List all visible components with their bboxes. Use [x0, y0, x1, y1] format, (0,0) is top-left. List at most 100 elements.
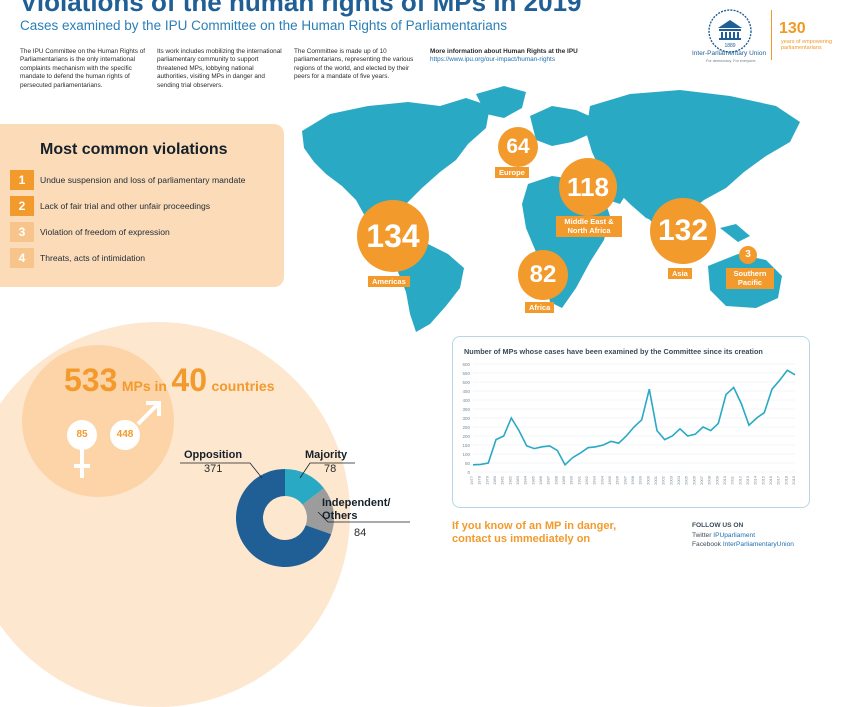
x-tick-label: 1991	[576, 475, 581, 485]
male-count: 448	[110, 420, 140, 450]
x-tick-label: 1987	[546, 475, 551, 485]
x-tick-label: 2013	[745, 475, 750, 485]
line-chart: 0 50 100 150 200 250 300 350 400 450 500 550 600 1977…	[462, 362, 796, 485]
x-tick-label: 1979	[484, 475, 489, 485]
x-tick-label: 2015	[760, 475, 765, 485]
europe-shape	[530, 106, 594, 146]
greenland-shape	[476, 86, 526, 118]
violations-panel	[0, 124, 284, 287]
x-tick-label: 2003	[668, 475, 673, 485]
x-tick-label: 1997	[622, 475, 627, 485]
mps-headline: 533 MPs in 40 countries	[64, 362, 274, 399]
label-asia: Asia	[668, 268, 692, 280]
label-americas: Americas	[368, 276, 410, 288]
donut-slice-independent	[302, 488, 334, 535]
bubble-asia: 132	[650, 198, 716, 264]
affiliation-donut	[235, 469, 334, 567]
y-tick-label: 0	[467, 470, 470, 475]
follow-title: FOLLOW US ON	[692, 522, 744, 529]
x-tick-label: 2016	[768, 475, 773, 485]
asia-shape	[586, 90, 800, 226]
countries-count: 40	[171, 362, 208, 398]
x-tick-label: 2018	[783, 475, 788, 485]
y-tick-label: 400	[462, 398, 470, 403]
y-tick-label: 550	[462, 371, 470, 376]
label-mena: Middle East & North Africa	[556, 216, 622, 237]
more-info-title: More information about Human Rights at t…	[430, 48, 578, 55]
intro-column-1: The IPU Committee on the Human Rights of…	[20, 48, 146, 89]
facebook-handle[interactable]: InterParliamentaryUnion	[722, 541, 794, 549]
y-tick-label: 600	[462, 362, 470, 367]
chart-title: Number of MPs whose cases have been exam…	[464, 347, 763, 356]
cta-line-2: contact us immediately on	[452, 533, 591, 546]
x-tick-label: 2017	[776, 475, 781, 485]
follow-us: FOLLOW US ON Twitter IPUparliament Faceb…	[692, 521, 794, 550]
x-tick-label: 2014	[753, 475, 758, 485]
logo-year: 1889	[724, 43, 735, 49]
donut-slice-majority	[285, 469, 324, 505]
intro-column-4: More information about Human Rights at t…	[430, 48, 620, 65]
x-tick-label: 1996	[615, 475, 620, 485]
ipu-name: Inter-Parliamentary Union	[692, 50, 767, 57]
independent-value: 84	[354, 527, 367, 539]
x-tick-label: 2001	[653, 475, 658, 485]
x-tick-label: 2005	[684, 475, 689, 485]
y-tick-label: 350	[462, 407, 470, 412]
opposition-label: Opposition	[184, 449, 243, 461]
human-rights-link[interactable]: https://www.ipu.org/our-impact/human-rig…	[430, 56, 556, 64]
mps-word: MPs in	[121, 378, 167, 394]
page-subtitle: Cases examined by the IPU Committee on t…	[20, 18, 507, 33]
violation-item: 1 Undue suspension and loss of parliamen…	[0, 170, 290, 190]
y-tick-label: 500	[462, 380, 470, 385]
facebook-row: Facebook InterParliamentaryUnion	[692, 540, 794, 550]
bubble-mena: 118	[559, 158, 617, 216]
ipu-logo-icon: 1889	[708, 9, 752, 53]
page-title: Violations of the human rights of MPs in…	[20, 0, 582, 17]
x-tick-label: 2011	[730, 475, 735, 484]
male-symbol-icon	[136, 401, 161, 426]
twitter-handle[interactable]: IPUparliament	[713, 531, 756, 539]
x-tick-label: 1978	[477, 475, 482, 485]
intro-column-3: The Committee is made up of 10 parliamen…	[294, 48, 414, 81]
x-tick-label: 1994	[599, 475, 604, 485]
violation-number: 4	[10, 248, 34, 268]
donut-slice-opposition	[235, 469, 332, 567]
violation-number: 1	[10, 170, 34, 190]
bubble-europe: 64	[498, 127, 538, 167]
y-tick-label: 50	[465, 461, 471, 466]
y-tick-label: 100	[462, 452, 470, 457]
y-tick-label: 250	[462, 425, 470, 430]
anniversary-text: years of empowering parliamentarians	[781, 39, 833, 52]
bubble-americas: 134	[357, 200, 429, 272]
intro-column-2: Its work includes mobilizing the interna…	[157, 48, 282, 89]
y-tick-label: 150	[462, 443, 470, 448]
x-tick-label: 1992	[584, 475, 589, 485]
mps-count: 533	[64, 362, 118, 398]
majority-value: 78	[324, 463, 337, 475]
x-tick-label: 1988	[553, 475, 558, 485]
violation-label: Threats, acts of intimidation	[40, 253, 146, 263]
x-tick-label: 1981	[500, 475, 505, 485]
x-tick-label: 2004	[676, 475, 681, 485]
anniversary-number: 130	[779, 20, 806, 37]
bubble-africa: 82	[518, 250, 568, 300]
x-tick-label: 1985	[530, 475, 535, 485]
female-symbol-icon	[74, 450, 90, 478]
mps-circle	[22, 345, 174, 497]
x-tick-label: 1980	[492, 475, 497, 485]
series-line	[472, 369, 796, 467]
x-tick-label: 1977	[469, 475, 474, 485]
violations-title: Most common violations	[40, 141, 228, 158]
label-africa: Africa	[525, 302, 555, 314]
x-tick-label: 2006	[691, 475, 696, 485]
x-tick-label: 2002	[661, 475, 666, 485]
x-tick-label: 2007	[699, 475, 704, 485]
x-tick-label: 1983	[515, 475, 520, 485]
facebook-label: Facebook	[692, 541, 721, 549]
x-tick-label: 1982	[507, 475, 512, 485]
x-tick-label: 1995	[607, 475, 612, 485]
x-tick-label: 2009	[714, 475, 719, 485]
x-tick-label: 2010	[722, 475, 727, 485]
label-europe: Europe	[495, 167, 529, 179]
x-tick-label: 1990	[569, 475, 574, 485]
